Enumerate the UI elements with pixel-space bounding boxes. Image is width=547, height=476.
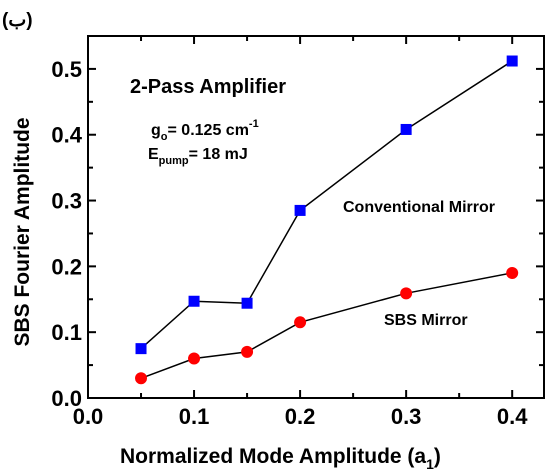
data-point-square (135, 343, 147, 355)
x-axis-title-main: Normalized Mode Amplitude (a (120, 445, 426, 468)
x-axis-title-close: ) (434, 445, 441, 468)
tick-labels: 0.0 0.1 0.2 0.3 0.4 0.0 0.1 0.2 0.3 0.4 0.5 (51, 57, 528, 429)
chart-title: 2-Pass Amplifier (130, 76, 286, 98)
annotation-g-sub: o (161, 131, 168, 143)
data-point-circle (241, 345, 254, 358)
annotation-e-main: E (148, 146, 159, 163)
y-tick-label: 0.1 (51, 320, 82, 345)
data-point-square (506, 55, 518, 67)
series-line-0 (140, 60, 513, 350)
series-markers (135, 55, 519, 385)
annotation-g-rest: = 0.125 cm (168, 122, 249, 139)
plot-frame (87, 35, 545, 399)
annotation-g-sup: -1 (249, 118, 259, 130)
x-axis-title-sub: 1 (426, 456, 434, 472)
y-tick-label: 0.0 (51, 386, 82, 411)
y-tick-label: 0.4 (51, 123, 82, 148)
data-point-square (400, 123, 412, 135)
data-point-circle (135, 372, 148, 385)
y-tick-label: 0.5 (51, 57, 82, 82)
x-tick-label: 0.1 (179, 404, 210, 429)
annotation-e-rest: = 18 mJ (189, 146, 248, 163)
y-axis-title: SBS Fourier Amplitude (11, 117, 34, 346)
series-label-sbs-mirror: SBS Mirror (384, 312, 468, 329)
x-tick-label: 0.0 (73, 404, 104, 429)
y-tick-label: 0.2 (51, 254, 82, 279)
data-point-circle (294, 316, 307, 329)
data-point-square (188, 295, 200, 307)
y-tick-label: 0.3 (51, 189, 82, 214)
annotation-g-main: g (151, 122, 161, 139)
annotation-e-sub: pump (159, 155, 189, 167)
x-tick-label: 0.3 (391, 404, 422, 429)
series-lines (140, 60, 513, 380)
x-tick-label: 0.2 (285, 404, 316, 429)
x-axis-title: Normalized Mode Amplitude (a1) (120, 445, 441, 472)
data-point-circle (188, 352, 201, 365)
panel-label: (ب) (2, 10, 33, 31)
x-tick-label: 0.4 (497, 404, 528, 429)
series-line-1 (140, 272, 513, 380)
data-point-square (241, 297, 253, 309)
data-point-square (294, 204, 306, 216)
annotation-g: go= 0.125 cm-1 (151, 118, 259, 143)
data-point-circle (400, 287, 413, 300)
series-label-conventional-mirror: Conventional Mirror (343, 199, 495, 216)
annotation-e: Epump= 18 mJ (148, 146, 248, 167)
data-point-circle (506, 266, 519, 279)
